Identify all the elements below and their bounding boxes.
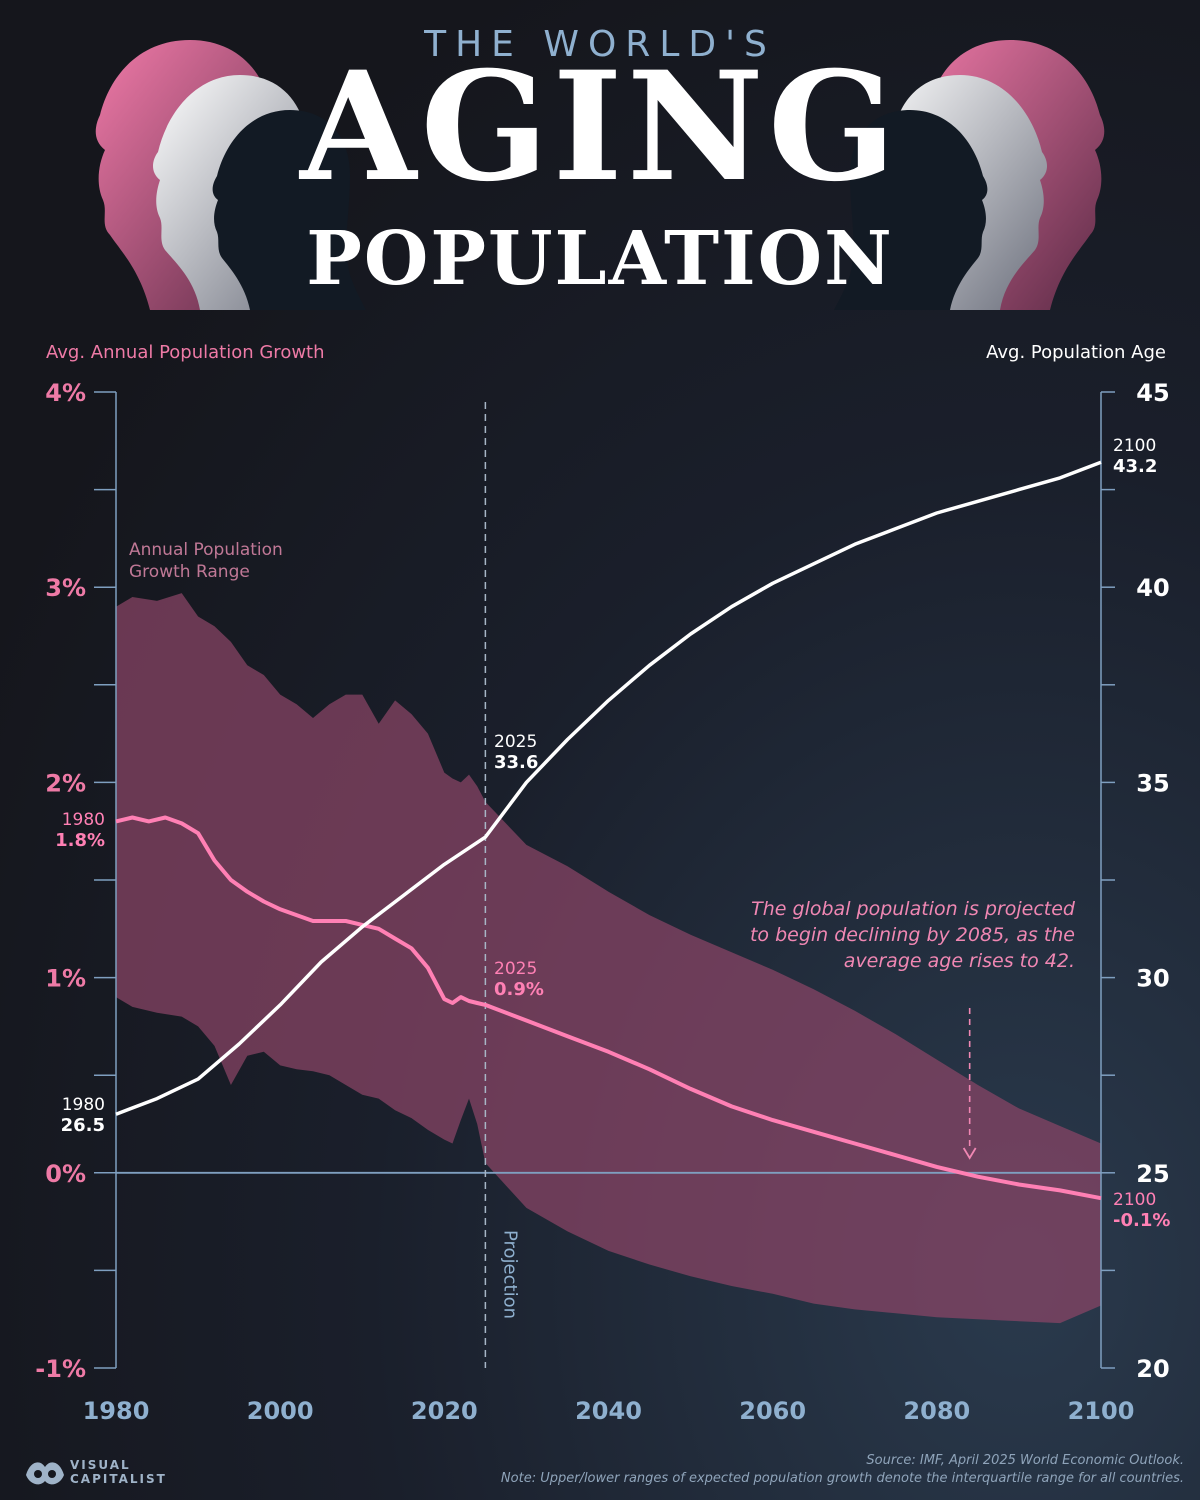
left-tick-label: 4% xyxy=(45,379,86,407)
page-title: AGING xyxy=(300,39,900,215)
data-label-year: 2025 xyxy=(494,959,537,979)
data-label-year: 1980 xyxy=(62,1095,105,1115)
x-tick-label: 2040 xyxy=(575,1397,642,1425)
callout-text: average age rises to 42. xyxy=(844,950,1075,972)
logo-line2: CAPITALIST xyxy=(70,1472,167,1486)
source-text: Source: IMF, April 2025 World Economic O… xyxy=(866,1453,1184,1468)
data-label-value: 1.8% xyxy=(55,830,105,851)
data-label-value: 0.9% xyxy=(494,979,544,1000)
x-tick-label: 2020 xyxy=(411,1397,478,1425)
x-tick-label: 2100 xyxy=(1068,1397,1135,1425)
data-label-year: 2100 xyxy=(1113,436,1156,456)
right-axis-title: Avg. Population Age xyxy=(986,342,1166,363)
x-tick-label: 1980 xyxy=(83,1397,150,1425)
right-tick-label: 35 xyxy=(1136,769,1169,797)
data-label-value: 26.5 xyxy=(61,1115,105,1136)
left-tick-label: -1% xyxy=(35,1355,86,1383)
callout-text: to begin declining by 2085, as the xyxy=(750,924,1075,946)
silhouette-art xyxy=(95,40,1105,310)
left-tick-label: 3% xyxy=(45,574,86,602)
growth-range-label-line2: Growth Range xyxy=(129,562,250,582)
right-tick-label: 30 xyxy=(1136,965,1169,993)
x-tick-label: 2080 xyxy=(903,1397,970,1425)
left-tick-label: 0% xyxy=(45,1160,86,1188)
data-label-value: 33.6 xyxy=(494,752,538,773)
callout-arrow-head xyxy=(962,1147,977,1160)
header: THE WORLD'S AGING POPULATION xyxy=(0,0,1200,320)
page-subtitle: POPULATION xyxy=(306,216,894,302)
growth-range-band xyxy=(116,593,1101,1324)
left-tick-label: 2% xyxy=(45,769,86,797)
age-line xyxy=(115,460,1102,1116)
left-tick-label: 1% xyxy=(45,965,86,993)
growth-line xyxy=(115,815,1102,1201)
x-tick-label: 2000 xyxy=(247,1397,314,1425)
left-head-dark xyxy=(212,110,366,310)
right-tick-label: 40 xyxy=(1136,574,1169,602)
data-label-year: 2100 xyxy=(1113,1190,1156,1210)
data-label-value: 43.2 xyxy=(1113,456,1157,477)
source-note: Source: IMF, April 2025 World Economic O… xyxy=(501,1452,1184,1488)
visual-capitalist-logo-icon xyxy=(26,1462,64,1485)
callout-text: The global population is projected xyxy=(751,898,1076,920)
logo-line1: VISUAL xyxy=(70,1458,131,1472)
right-tick-label: 45 xyxy=(1136,379,1169,407)
projection-label: Projection xyxy=(499,1230,520,1319)
right-tick-label: 25 xyxy=(1136,1160,1169,1188)
kicker: THE WORLD'S xyxy=(424,24,776,65)
logo-text: VISUAL CAPITALIST xyxy=(70,1458,180,1486)
x-tick-label: 2060 xyxy=(739,1397,806,1425)
data-label-year: 2025 xyxy=(494,732,537,752)
right-head-dark xyxy=(834,110,988,310)
growth-range-label: Annual Population xyxy=(129,540,283,560)
data-label-value: -0.1% xyxy=(1113,1210,1170,1231)
left-axis-title: Avg. Annual Population Growth xyxy=(46,342,325,363)
right-tick-label: 20 xyxy=(1136,1355,1169,1383)
data-label-year: 1980 xyxy=(62,810,105,830)
note-text: Note: Upper/lower ranges of expected pop… xyxy=(500,1471,1184,1486)
